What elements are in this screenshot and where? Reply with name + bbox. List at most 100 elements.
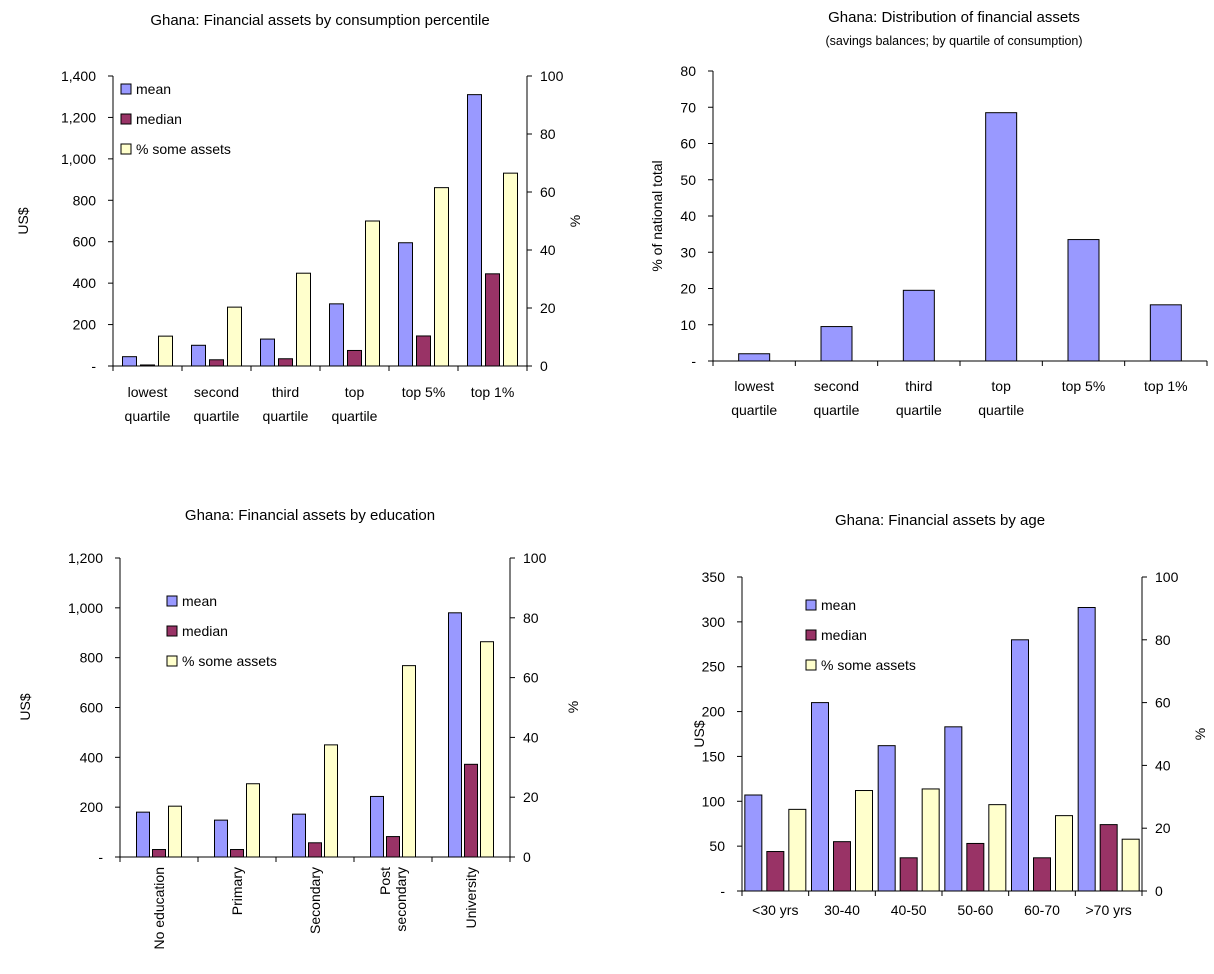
y-tick-label: 1,200 <box>68 550 103 566</box>
bar-mean <box>370 795 384 858</box>
bar-median <box>308 842 322 858</box>
y2-tick-label: 20 <box>523 789 539 805</box>
chart-subtitle: (savings balances; by quartile of consum… <box>825 34 1082 48</box>
bar-mean <box>1077 607 1096 892</box>
bar-some-assets <box>855 790 873 892</box>
y-axis-label: US$ <box>691 720 707 747</box>
category-label: lowest <box>128 384 168 400</box>
category-label: top <box>991 378 1011 394</box>
legend-swatch <box>805 629 817 641</box>
bar-some-assets <box>168 805 182 858</box>
bar-mean <box>1011 639 1029 892</box>
y-tick-label: 200 <box>702 704 726 720</box>
y-tick-label: - <box>91 358 96 374</box>
category-label: third <box>272 384 299 400</box>
category-label: quartile <box>125 408 171 424</box>
bar-some-assets <box>1121 838 1140 892</box>
legend-swatch <box>805 659 817 671</box>
bar-some-assets <box>1055 815 1073 892</box>
category-label: <30 yrs <box>752 902 798 918</box>
bar-some-assets <box>480 641 494 858</box>
y-tick-label: 100 <box>702 793 726 809</box>
category-label: third <box>905 378 932 394</box>
y2-axis-label: % <box>1192 728 1208 740</box>
legend-swatch <box>166 655 178 667</box>
bar-mean <box>467 94 482 367</box>
y2-tick-label: 60 <box>540 184 556 200</box>
y-tick-label: 50 <box>709 838 725 854</box>
bar-mean <box>448 612 462 858</box>
bar-mean <box>136 811 150 858</box>
bar-mean <box>744 794 763 892</box>
y-tick-label: 1,200 <box>61 109 96 125</box>
category-label: Post <box>377 867 393 895</box>
bar-median <box>278 358 293 367</box>
chart-title: Ghana: Financial assets by education <box>185 507 435 524</box>
y2-tick-label: 100 <box>540 68 564 84</box>
bar-some-assets <box>365 220 380 367</box>
y2-tick-label: 80 <box>1155 632 1171 648</box>
chart-1: Ghana: Financial assets by consumption p… <box>15 12 583 424</box>
bar-some-assets <box>246 783 260 858</box>
y-tick-label: 70 <box>680 99 696 115</box>
category-label: 50-60 <box>957 902 993 918</box>
category-label: top 5% <box>1062 378 1106 394</box>
y2-axis-label: % <box>565 701 581 713</box>
category-label: Secondary <box>307 867 323 934</box>
legend-label: % some assets <box>821 657 916 673</box>
y-tick-label: 60 <box>680 136 696 152</box>
category-label: quartile <box>332 408 378 424</box>
category-label: University <box>463 867 479 928</box>
legend-swatch <box>166 625 178 637</box>
category-label: quartile <box>814 402 860 418</box>
legend-label: median <box>182 623 228 639</box>
bar-some-assets <box>921 788 940 892</box>
y-tick-label: 1,000 <box>61 151 96 167</box>
bar-some-assets <box>503 172 518 367</box>
chart-title: Ghana: Distribution of financial assets <box>828 9 1080 26</box>
legend-label: % some assets <box>182 653 277 669</box>
category-label: quartile <box>896 402 942 418</box>
legend-swatch <box>120 143 132 155</box>
legend-swatch <box>166 595 178 607</box>
legend-swatch <box>120 113 132 125</box>
category-label: second <box>194 384 239 400</box>
legend-label: median <box>136 111 182 127</box>
y-tick-label: 800 <box>80 650 104 666</box>
category-label-line2: secondary <box>393 867 409 932</box>
legend-swatch <box>805 599 817 611</box>
chart-4: Ghana: Financial assets by age - 50 100 150 2… <box>691 512 1208 918</box>
chart-title: Ghana: Financial assets by age <box>835 512 1045 529</box>
bar-median <box>152 849 166 858</box>
category-label: quartile <box>194 408 240 424</box>
y-tick-label: 600 <box>73 234 97 250</box>
bar-some-assets <box>988 804 1007 892</box>
y-tick-label: 1,400 <box>61 68 96 84</box>
y-tick-label: 150 <box>702 748 726 764</box>
bar-mean <box>292 813 306 858</box>
y2-tick-label: 100 <box>523 550 547 566</box>
legend-label: mean <box>136 81 171 97</box>
chart-2: Ghana: Distribution of financial assets (… <box>649 9 1208 418</box>
y2-tick-label: 40 <box>1155 757 1171 773</box>
y2-tick-label: 0 <box>540 358 548 374</box>
bar-median <box>1099 824 1118 892</box>
y2-tick-label: 0 <box>1155 883 1163 899</box>
y-tick-label: 400 <box>73 275 97 291</box>
bar-share <box>1067 239 1100 362</box>
legend-label: mean <box>821 597 856 613</box>
y-tick-label: - <box>691 353 696 369</box>
bar-median <box>833 841 851 892</box>
y-tick-label: 40 <box>680 208 696 224</box>
y-tick-label: 20 <box>680 281 696 297</box>
y2-tick-label: 20 <box>540 300 556 316</box>
bar-mean <box>398 242 413 367</box>
bar-some-assets <box>402 665 416 858</box>
bar-mean <box>122 356 137 367</box>
category-label: top 1% <box>1144 378 1188 394</box>
bar-some-assets <box>434 187 449 367</box>
category-label: >70 yrs <box>1086 902 1132 918</box>
category-label: quartile <box>978 402 1024 418</box>
y2-tick-label: 20 <box>1155 820 1171 836</box>
category-label: quartile <box>731 402 777 418</box>
